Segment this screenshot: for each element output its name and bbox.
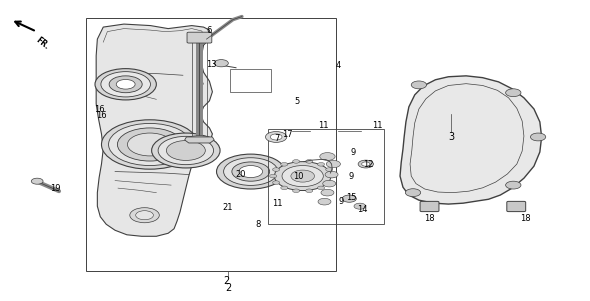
Circle shape <box>326 181 333 185</box>
Circle shape <box>127 133 172 156</box>
Text: 11: 11 <box>318 121 329 130</box>
Circle shape <box>101 72 150 97</box>
Text: 21: 21 <box>222 203 232 212</box>
Text: 9: 9 <box>349 172 353 181</box>
Text: 16: 16 <box>94 105 104 114</box>
Circle shape <box>281 163 288 166</box>
Circle shape <box>95 69 156 100</box>
Text: 11: 11 <box>372 121 383 130</box>
Circle shape <box>266 132 287 142</box>
Circle shape <box>224 158 278 185</box>
Text: 10: 10 <box>293 172 303 181</box>
FancyBboxPatch shape <box>420 201 439 212</box>
Circle shape <box>158 136 214 165</box>
Circle shape <box>273 168 280 171</box>
Text: 4: 4 <box>336 61 341 70</box>
Circle shape <box>101 120 198 169</box>
Circle shape <box>506 181 521 189</box>
Circle shape <box>273 181 280 185</box>
Circle shape <box>281 186 288 190</box>
Circle shape <box>270 174 277 178</box>
FancyBboxPatch shape <box>187 32 212 43</box>
Text: 15: 15 <box>346 193 357 202</box>
Text: 20: 20 <box>235 170 246 179</box>
Ellipse shape <box>188 136 211 141</box>
Circle shape <box>293 160 300 163</box>
Text: 17: 17 <box>282 130 293 139</box>
Bar <box>86 18 336 271</box>
Circle shape <box>217 154 285 189</box>
Circle shape <box>329 174 336 178</box>
Polygon shape <box>185 137 214 143</box>
Text: 12: 12 <box>363 160 374 169</box>
Text: 19: 19 <box>50 184 60 193</box>
Circle shape <box>136 211 153 220</box>
Text: 9: 9 <box>351 147 356 157</box>
Circle shape <box>282 166 323 187</box>
Bar <box>230 69 271 92</box>
Circle shape <box>411 81 427 89</box>
Text: 5: 5 <box>294 97 299 106</box>
Text: 8: 8 <box>255 220 261 229</box>
Circle shape <box>152 133 220 168</box>
Text: 18: 18 <box>520 214 530 223</box>
Circle shape <box>214 60 228 67</box>
Circle shape <box>362 162 370 166</box>
Circle shape <box>270 134 282 140</box>
FancyBboxPatch shape <box>507 201 526 212</box>
Text: 6: 6 <box>206 26 212 35</box>
Circle shape <box>239 166 263 178</box>
Circle shape <box>109 76 142 93</box>
Circle shape <box>306 160 313 163</box>
Text: 2: 2 <box>225 283 232 293</box>
Circle shape <box>232 162 270 181</box>
Circle shape <box>326 168 333 171</box>
Circle shape <box>31 178 43 184</box>
Text: 9: 9 <box>339 197 343 206</box>
Circle shape <box>109 123 191 166</box>
Circle shape <box>166 141 205 160</box>
Circle shape <box>530 133 546 141</box>
Circle shape <box>321 189 334 196</box>
Circle shape <box>506 89 521 97</box>
Text: 13: 13 <box>206 60 217 69</box>
Circle shape <box>291 170 314 182</box>
Circle shape <box>405 189 421 197</box>
Circle shape <box>323 180 336 187</box>
Text: FR.: FR. <box>34 36 50 51</box>
Circle shape <box>306 189 313 193</box>
Circle shape <box>320 153 335 160</box>
Circle shape <box>293 189 300 193</box>
Text: 3: 3 <box>448 132 454 142</box>
Text: 14: 14 <box>357 205 368 214</box>
Circle shape <box>318 198 331 205</box>
Circle shape <box>117 128 182 161</box>
Circle shape <box>274 162 331 191</box>
Polygon shape <box>400 76 542 204</box>
Bar <box>268 129 384 224</box>
Circle shape <box>326 160 340 168</box>
Text: 11: 11 <box>272 199 283 208</box>
Circle shape <box>317 163 324 166</box>
Circle shape <box>358 160 373 168</box>
Circle shape <box>130 208 159 223</box>
Circle shape <box>325 171 338 178</box>
Circle shape <box>354 203 366 209</box>
Text: 7: 7 <box>274 134 280 143</box>
Text: 2: 2 <box>224 276 230 286</box>
Polygon shape <box>96 24 212 236</box>
Circle shape <box>342 195 356 202</box>
Text: 18: 18 <box>424 214 435 223</box>
Circle shape <box>116 79 135 89</box>
Circle shape <box>317 186 324 190</box>
Text: 16: 16 <box>96 111 107 120</box>
